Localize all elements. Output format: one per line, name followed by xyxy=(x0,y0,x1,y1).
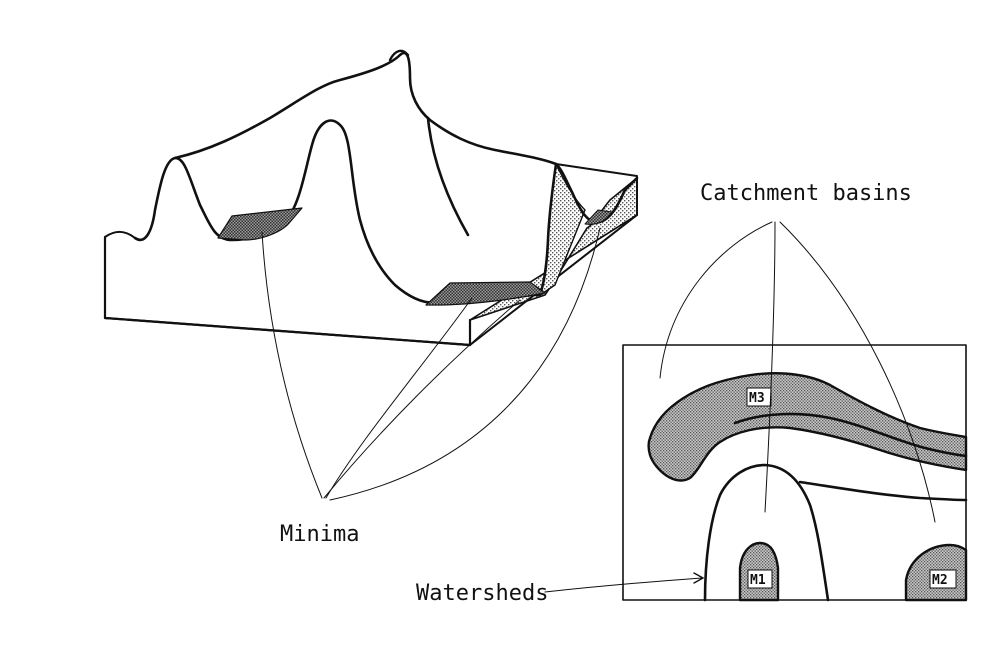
minima-leader-mid xyxy=(323,299,521,499)
back-ridge xyxy=(173,51,558,166)
label-catchment-basins: Catchment basins xyxy=(700,181,912,206)
valley-wall xyxy=(539,163,586,296)
watershed-arch xyxy=(703,463,830,602)
minima-leader-right xyxy=(329,227,601,501)
label-m3: M3 xyxy=(749,391,765,406)
minimum-right xyxy=(584,209,613,225)
relief-3d xyxy=(103,49,639,347)
label-minima: Minima xyxy=(280,522,359,547)
map-2d xyxy=(622,344,968,602)
label-m1: M1 xyxy=(750,573,766,588)
label-m2: M2 xyxy=(932,573,948,588)
minimum-center xyxy=(425,281,546,306)
catchment-leader-right xyxy=(779,221,936,523)
slope-line xyxy=(426,116,470,237)
minima-leader-left xyxy=(261,231,323,499)
basin-m3 xyxy=(647,372,968,482)
catchment-leader-left xyxy=(659,221,773,379)
minima-leader-center xyxy=(325,297,473,499)
relief-outline xyxy=(133,119,639,304)
label-watersheds: Watersheds xyxy=(416,581,548,606)
watershed-diagonal xyxy=(798,480,968,502)
leader-lines xyxy=(261,221,936,593)
block-front-face xyxy=(103,235,472,347)
minimum-left xyxy=(217,207,303,241)
catchment-leader-center xyxy=(764,221,776,513)
minima-labels: M3 M1 M2 xyxy=(746,387,957,589)
watersheds-arrow-line xyxy=(544,577,703,593)
watersheds-arrow-head xyxy=(693,572,705,584)
watershed-upper xyxy=(733,412,968,458)
